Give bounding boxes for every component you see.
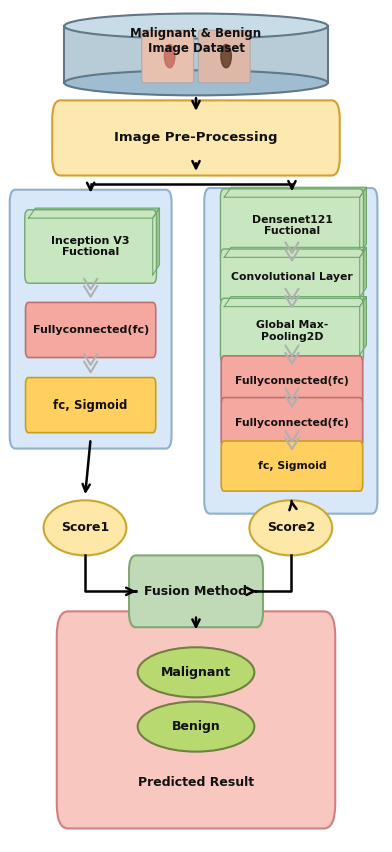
FancyBboxPatch shape xyxy=(220,189,363,262)
FancyBboxPatch shape xyxy=(221,441,363,491)
Ellipse shape xyxy=(44,500,126,556)
Polygon shape xyxy=(29,208,160,218)
Polygon shape xyxy=(224,247,367,257)
Polygon shape xyxy=(224,187,367,197)
FancyBboxPatch shape xyxy=(25,377,156,433)
FancyBboxPatch shape xyxy=(25,302,156,358)
Ellipse shape xyxy=(249,500,332,556)
Text: Score1: Score1 xyxy=(61,521,109,534)
FancyBboxPatch shape xyxy=(220,298,363,363)
Ellipse shape xyxy=(64,71,328,95)
Circle shape xyxy=(221,44,231,68)
Polygon shape xyxy=(153,208,160,275)
Text: Global Max-
Pooling2D: Global Max- Pooling2D xyxy=(256,320,328,342)
Text: Fullyconnected(fc): Fullyconnected(fc) xyxy=(235,376,349,386)
FancyBboxPatch shape xyxy=(25,210,156,283)
Text: Convolutional Layer: Convolutional Layer xyxy=(231,273,353,282)
Text: Fullyconnected(fc): Fullyconnected(fc) xyxy=(33,325,149,335)
FancyBboxPatch shape xyxy=(221,398,363,447)
Text: Fullyconnected(fc): Fullyconnected(fc) xyxy=(235,417,349,428)
Text: Score2: Score2 xyxy=(267,521,315,534)
FancyBboxPatch shape xyxy=(198,30,250,83)
Text: Malignant & Benign
Image Dataset: Malignant & Benign Image Dataset xyxy=(131,27,261,55)
FancyBboxPatch shape xyxy=(204,188,377,514)
Ellipse shape xyxy=(138,648,254,697)
FancyBboxPatch shape xyxy=(52,101,340,176)
Text: Predicted Result: Predicted Result xyxy=(138,776,254,789)
FancyBboxPatch shape xyxy=(10,190,172,448)
Polygon shape xyxy=(360,247,367,297)
Polygon shape xyxy=(360,296,367,355)
Circle shape xyxy=(164,44,175,68)
FancyBboxPatch shape xyxy=(220,249,363,306)
FancyBboxPatch shape xyxy=(129,556,263,627)
Text: Fusion Method: Fusion Method xyxy=(145,584,247,598)
Polygon shape xyxy=(64,26,328,83)
Polygon shape xyxy=(360,187,367,254)
Ellipse shape xyxy=(138,701,254,751)
Text: Benign: Benign xyxy=(172,720,220,733)
Text: Inception V3
Fuctional: Inception V3 Fuctional xyxy=(51,236,130,257)
Text: Densenet121
Fuctional: Densenet121 Fuctional xyxy=(252,215,332,236)
Text: fc, Sigmoid: fc, Sigmoid xyxy=(53,399,128,412)
FancyBboxPatch shape xyxy=(57,612,335,828)
Text: Malignant: Malignant xyxy=(161,665,231,679)
Ellipse shape xyxy=(64,14,328,38)
FancyBboxPatch shape xyxy=(221,356,363,406)
Text: Image Pre-Processing: Image Pre-Processing xyxy=(114,131,278,145)
Text: fc, Sigmoid: fc, Sigmoid xyxy=(258,461,326,471)
FancyBboxPatch shape xyxy=(142,30,194,83)
Polygon shape xyxy=(224,296,367,307)
